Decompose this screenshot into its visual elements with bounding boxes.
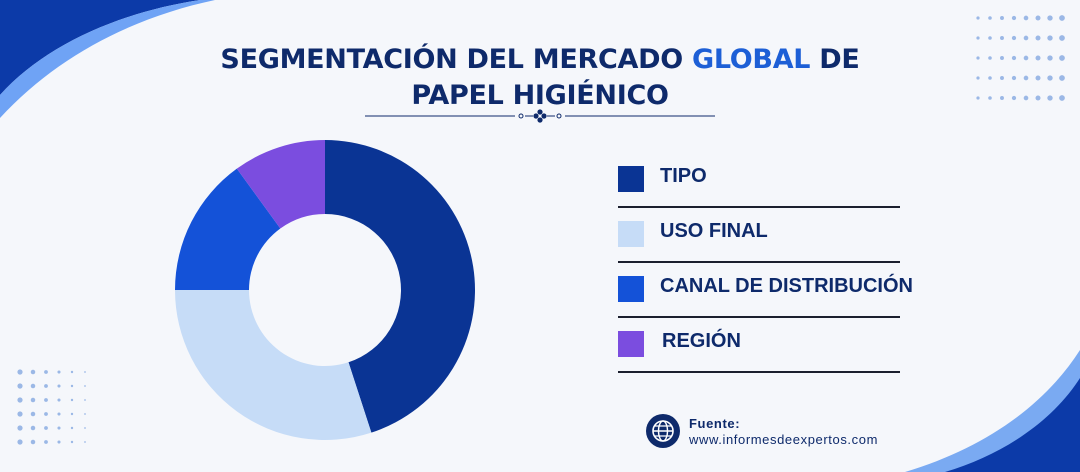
legend-item-uso-final: USO FINAL [618, 208, 918, 263]
donut-slice-3 [175, 168, 281, 290]
legend-divider [618, 261, 900, 263]
legend: TIPO USO FINAL CANAL DE DISTRIBUCIÓN REG… [618, 153, 918, 373]
legend-label-uso-final: USO FINAL [660, 220, 768, 242]
source-url[interactable]: www.informesdeexpertos.com [689, 432, 878, 447]
ornament-icon [533, 109, 547, 123]
legend-label-tipo: TIPO [660, 165, 707, 187]
donut-slice-2 [175, 290, 372, 440]
legend-item-region: REGIÓN [618, 318, 918, 373]
globe-icon [646, 414, 680, 448]
legend-item-canal: CANAL DE DISTRIBUCIÓN [618, 263, 918, 318]
legend-swatch-uso-final [618, 221, 644, 247]
donut-slice-1 [325, 140, 475, 433]
title-divider [365, 109, 715, 123]
legend-swatch-canal [618, 276, 644, 302]
legend-swatch-region [618, 331, 644, 357]
title-part-1: SEGMENTACIÓN DEL MERCADO [220, 44, 692, 75]
legend-label-canal: CANAL DE DISTRIBUCIÓN [660, 275, 913, 297]
legend-divider [618, 316, 900, 318]
title-accent: GLOBAL [691, 44, 811, 75]
page-title: SEGMENTACIÓN DEL MERCADO GLOBAL DE PAPEL… [190, 42, 890, 114]
title-part-2: DE PAPEL HIGIÉNICO [411, 44, 860, 111]
donut-slice-4 [236, 140, 325, 229]
legend-label-region: REGIÓN [662, 330, 741, 352]
legend-swatch-tipo [618, 166, 644, 192]
legend-divider [618, 371, 900, 373]
legend-divider [618, 206, 900, 208]
legend-item-tipo: TIPO [618, 153, 918, 208]
source-label: Fuente: [689, 416, 741, 431]
donut-chart [175, 140, 475, 440]
